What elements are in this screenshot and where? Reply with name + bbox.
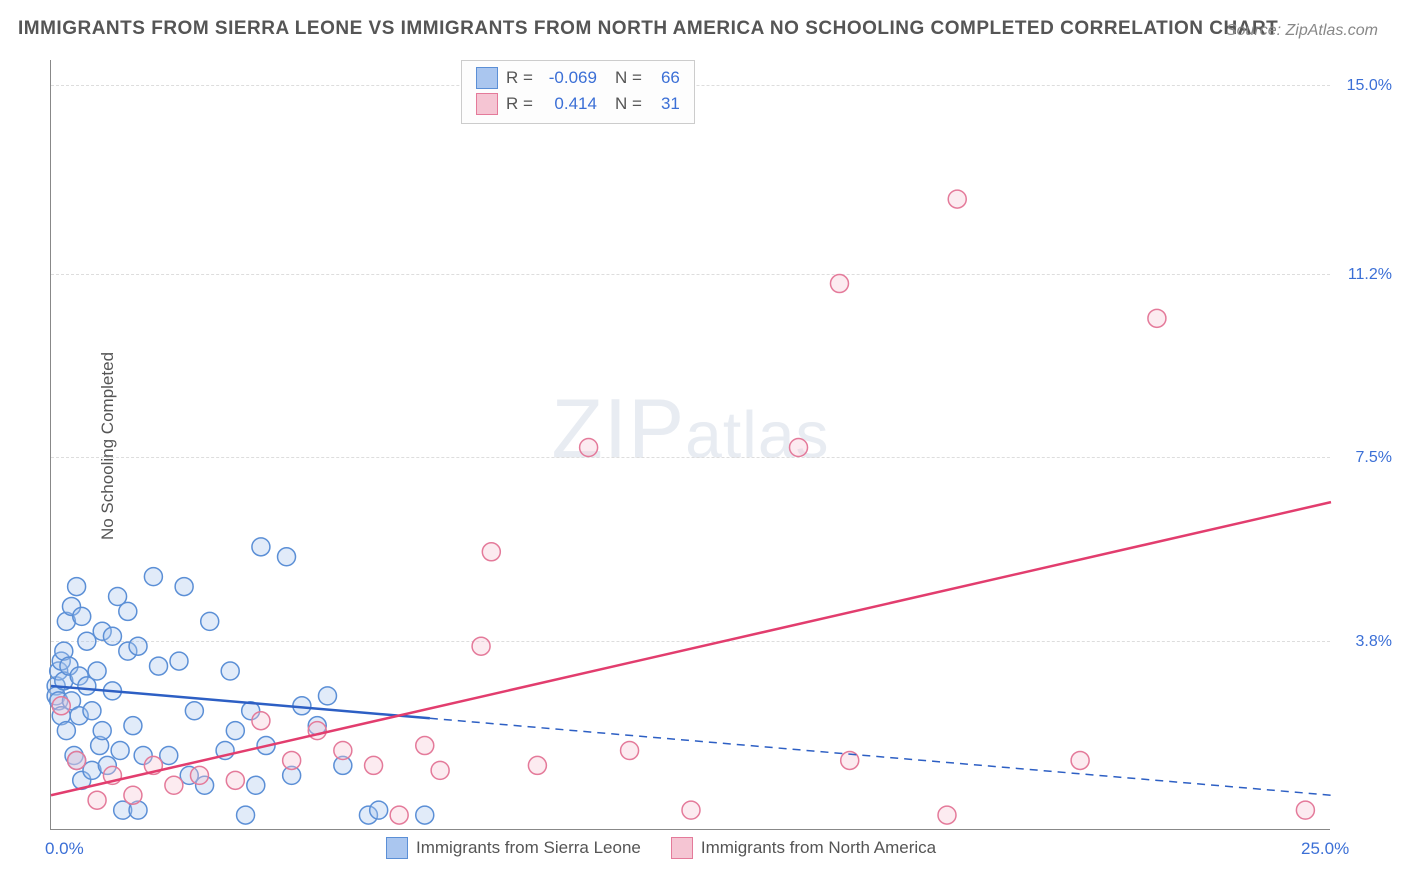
data-point (165, 776, 183, 794)
trend-line-dashed (430, 718, 1331, 795)
legend-swatch-north-america (671, 837, 693, 859)
data-point (83, 702, 101, 720)
n-value-2: 31 (650, 91, 680, 117)
correlation-legend-row-2: R = 0.414 N = 31 (476, 91, 680, 117)
data-point (472, 637, 490, 655)
data-point (93, 722, 111, 740)
data-point (226, 771, 244, 789)
data-point (482, 543, 500, 561)
data-point (948, 190, 966, 208)
chart-title: IMMIGRANTS FROM SIERRA LEONE VS IMMIGRAN… (18, 18, 1278, 40)
data-point (185, 702, 203, 720)
data-point (528, 756, 546, 774)
data-point (1071, 751, 1089, 769)
data-point (390, 806, 408, 824)
series-legend: Immigrants from Sierra Leone Immigrants … (386, 837, 936, 859)
series-label-2: Immigrants from North America (701, 838, 936, 858)
data-point (1296, 801, 1314, 819)
data-point (226, 722, 244, 740)
legend-swatch-sierra-leone (386, 837, 408, 859)
trend-line-solid (51, 686, 430, 718)
data-point (129, 637, 147, 655)
data-point (119, 602, 137, 620)
plot-area: ZIPatlas 3.8%7.5%11.2%15.0% R = -0.069 N… (50, 60, 1330, 830)
data-point (580, 438, 598, 456)
data-point (57, 722, 75, 740)
data-point (88, 662, 106, 680)
data-point (73, 607, 91, 625)
data-point (52, 697, 70, 715)
data-point (682, 801, 700, 819)
data-point (938, 806, 956, 824)
data-point (247, 776, 265, 794)
correlation-legend-row-1: R = -0.069 N = 66 (476, 65, 680, 91)
data-point (170, 652, 188, 670)
scatter-plot-svg (51, 60, 1330, 829)
series-legend-item-1: Immigrants from Sierra Leone (386, 837, 641, 859)
data-point (111, 742, 129, 760)
r-value-1: -0.069 (541, 65, 597, 91)
data-point (1148, 309, 1166, 327)
y-tick-label: 15.0% (1347, 77, 1392, 95)
data-point (144, 568, 162, 586)
data-point (88, 791, 106, 809)
data-point (830, 275, 848, 293)
data-point (103, 627, 121, 645)
data-point (175, 578, 193, 596)
data-point (790, 438, 808, 456)
data-point (68, 578, 86, 596)
data-point (370, 801, 388, 819)
r-label: R = (506, 65, 533, 91)
data-point (78, 632, 96, 650)
x-tick-label: 25.0% (1301, 839, 1349, 859)
data-point (150, 657, 168, 675)
legend-swatch-north-america (476, 93, 498, 115)
data-point (252, 538, 270, 556)
data-point (160, 746, 178, 764)
y-tick-label: 3.8% (1356, 633, 1392, 651)
source-attribution: Source: ZipAtlas.com (1226, 22, 1378, 40)
legend-swatch-sierra-leone (476, 67, 498, 89)
n-label: N = (615, 65, 642, 91)
data-point (124, 717, 142, 735)
series-label-1: Immigrants from Sierra Leone (416, 838, 641, 858)
series-legend-item-2: Immigrants from North America (671, 837, 936, 859)
data-point (283, 751, 301, 769)
data-point (318, 687, 336, 705)
n-label: N = (615, 91, 642, 117)
data-point (252, 712, 270, 730)
y-tick-label: 11.2% (1348, 266, 1392, 284)
data-point (416, 806, 434, 824)
r-value-2: 0.414 (541, 91, 597, 117)
data-point (237, 806, 255, 824)
data-point (365, 756, 383, 774)
data-point (221, 662, 239, 680)
data-point (334, 742, 352, 760)
data-point (124, 786, 142, 804)
trend-line-solid (51, 502, 1331, 795)
data-point (190, 766, 208, 784)
r-label: R = (506, 91, 533, 117)
x-tick-label: 0.0% (45, 839, 84, 859)
correlation-legend: R = -0.069 N = 66 R = 0.414 N = 31 (461, 60, 695, 124)
y-tick-label: 7.5% (1356, 449, 1392, 467)
n-value-1: 66 (650, 65, 680, 91)
data-point (431, 761, 449, 779)
data-point (278, 548, 296, 566)
data-point (201, 612, 219, 630)
data-point (68, 751, 86, 769)
data-point (416, 737, 434, 755)
data-point (621, 742, 639, 760)
